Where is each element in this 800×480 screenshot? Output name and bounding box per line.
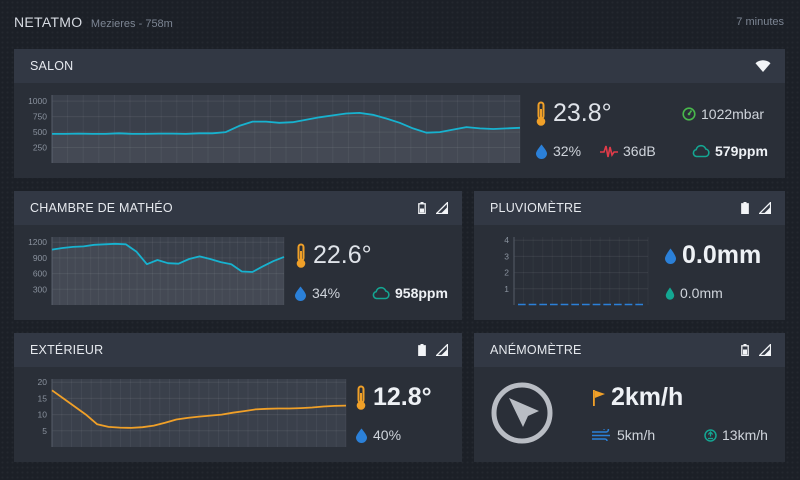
card-chambre[interactable]: CHAMBRE DE MATHÉO 1200 900 600 300 22.6° 34… [14, 191, 462, 320]
y-tick-label: 600 [33, 269, 47, 279]
y-tick-label: 500 [33, 127, 47, 137]
y-tick-label: 1200 [28, 237, 47, 247]
wifi-icon [755, 60, 771, 72]
rain-day-value: 0.0mm [680, 285, 723, 301]
wind-flag-icon [593, 389, 605, 406]
y-tick-label: 20 [38, 377, 48, 387]
gust-icon [704, 428, 717, 442]
card-header: PLUVIOMÈTRE [474, 191, 785, 225]
pressure-icon [682, 107, 696, 121]
battery-icon [418, 202, 426, 214]
y-tick-label: 15 [38, 393, 48, 403]
co2-cloud-icon [692, 144, 710, 158]
card-header: ANÉMOMÈTRE [474, 333, 785, 367]
y-tick-label: 300 [33, 284, 47, 294]
brand-name: NETATMO [14, 14, 83, 30]
card-title: SALON [30, 59, 74, 73]
humidity-icon [536, 144, 547, 159]
co2-value: 579ppm [715, 143, 768, 159]
thermometer-icon [296, 243, 306, 268]
salon-chart: 1000 750 500 250 [28, 95, 521, 163]
card-header: CHAMBRE DE MATHÉO [14, 191, 462, 225]
thermometer-icon [356, 385, 366, 410]
y-tick-label: 1 [504, 284, 509, 294]
wind-direction-compass-icon [491, 382, 553, 444]
y-tick-label: 1000 [28, 96, 47, 106]
pressure-value: 1022mbar [701, 106, 765, 122]
card-header: EXTÉRIEUR [14, 333, 462, 367]
temperature-value: 23.8° [553, 99, 612, 127]
signal-icon [759, 202, 771, 214]
chambre-chart: 1200 900 600 300 [28, 237, 285, 305]
wind-icon [592, 429, 610, 441]
y-tick-label: 900 [33, 253, 47, 263]
battery-icon [741, 344, 749, 356]
y-tick-label: 3 [504, 251, 509, 261]
humidity-icon [356, 428, 367, 443]
card-exterieur[interactable]: EXTÉRIEUR 20 15 10 5 12.8° 40% [14, 333, 462, 462]
card-title: PLUVIOMÈTRE [490, 201, 582, 215]
signal-icon [436, 202, 448, 214]
y-tick-label: 4 [504, 235, 509, 245]
series-line [51, 389, 347, 429]
plot-area [52, 95, 520, 163]
card-salon[interactable]: SALON 1000 750 500 250 23.8° 1022mbar 32% [14, 49, 785, 178]
header: NETATMO Mezieres - 758m 7 minutes [14, 14, 784, 32]
temperature-value: 22.6° [313, 241, 372, 269]
noise-value: 36dB [623, 143, 656, 159]
card-title: ANÉMOMÈTRE [490, 343, 582, 357]
card-title: CHAMBRE DE MATHÉO [30, 201, 173, 215]
thermometer-icon [536, 101, 546, 126]
wind-average-value: 5km/h [617, 427, 656, 443]
wind-speed-value: 2km/h [611, 383, 684, 411]
humidity-icon [295, 286, 306, 301]
y-tick-label: 750 [33, 112, 47, 122]
rain-drop-icon [665, 248, 676, 264]
card-header: SALON [14, 49, 785, 83]
gust-value: 13km/h [722, 427, 768, 443]
signal-icon [436, 344, 448, 356]
rain-chart: 4 3 2 1 [504, 235, 649, 306]
battery-icon [418, 344, 426, 356]
series-area [52, 243, 284, 305]
signal-icon [759, 344, 771, 356]
last-update: 7 minutes [736, 16, 784, 28]
card-anemometre[interactable]: ANÉMOMÈTRE 2km/h 5km/h [474, 333, 785, 462]
rain-hour-value: 0.0mm [682, 241, 762, 269]
y-tick-label: 5 [42, 426, 47, 436]
series-area [52, 112, 520, 163]
rain-drop-small-icon [665, 287, 675, 300]
y-tick-label: 10 [38, 410, 48, 420]
plot-area [52, 379, 346, 447]
exterieur-chart: 20 15 10 5 [38, 377, 347, 447]
humidity-value: 32% [553, 143, 582, 159]
noise-icon [600, 145, 618, 157]
co2-value: 958ppm [395, 285, 448, 301]
station-location: Mezieres - 758m [90, 18, 173, 30]
co2-cloud-icon [372, 286, 390, 300]
y-tick-label: 250 [33, 143, 47, 153]
temperature-value: 12.8° [373, 383, 432, 411]
series-line [52, 112, 521, 135]
card-title: EXTÉRIEUR [30, 343, 104, 357]
y-tick-label: 2 [504, 268, 509, 278]
card-pluviometre[interactable]: PLUVIOMÈTRE 4 3 2 1 0.0mm 0.0mm [474, 191, 785, 320]
humidity-value: 34% [312, 285, 341, 301]
humidity-value: 40% [373, 427, 402, 443]
battery-icon [741, 202, 749, 214]
series-line [51, 242, 285, 273]
